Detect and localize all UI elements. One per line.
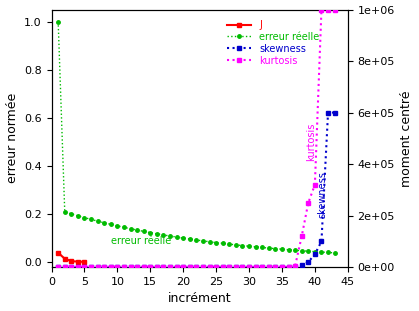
Text: erreur réelle: erreur réelle [111,236,171,246]
X-axis label: incrément: incrément [168,292,232,305]
Y-axis label: moment centré: moment centré [401,90,414,187]
Legend: J, erreur réelle, skewness, kurtosis: J, erreur réelle, skewness, kurtosis [224,17,322,69]
Text: kurtosis: kurtosis [307,123,317,161]
Text: skewness: skewness [318,171,328,218]
Y-axis label: erreur normée: erreur normée [5,93,18,183]
